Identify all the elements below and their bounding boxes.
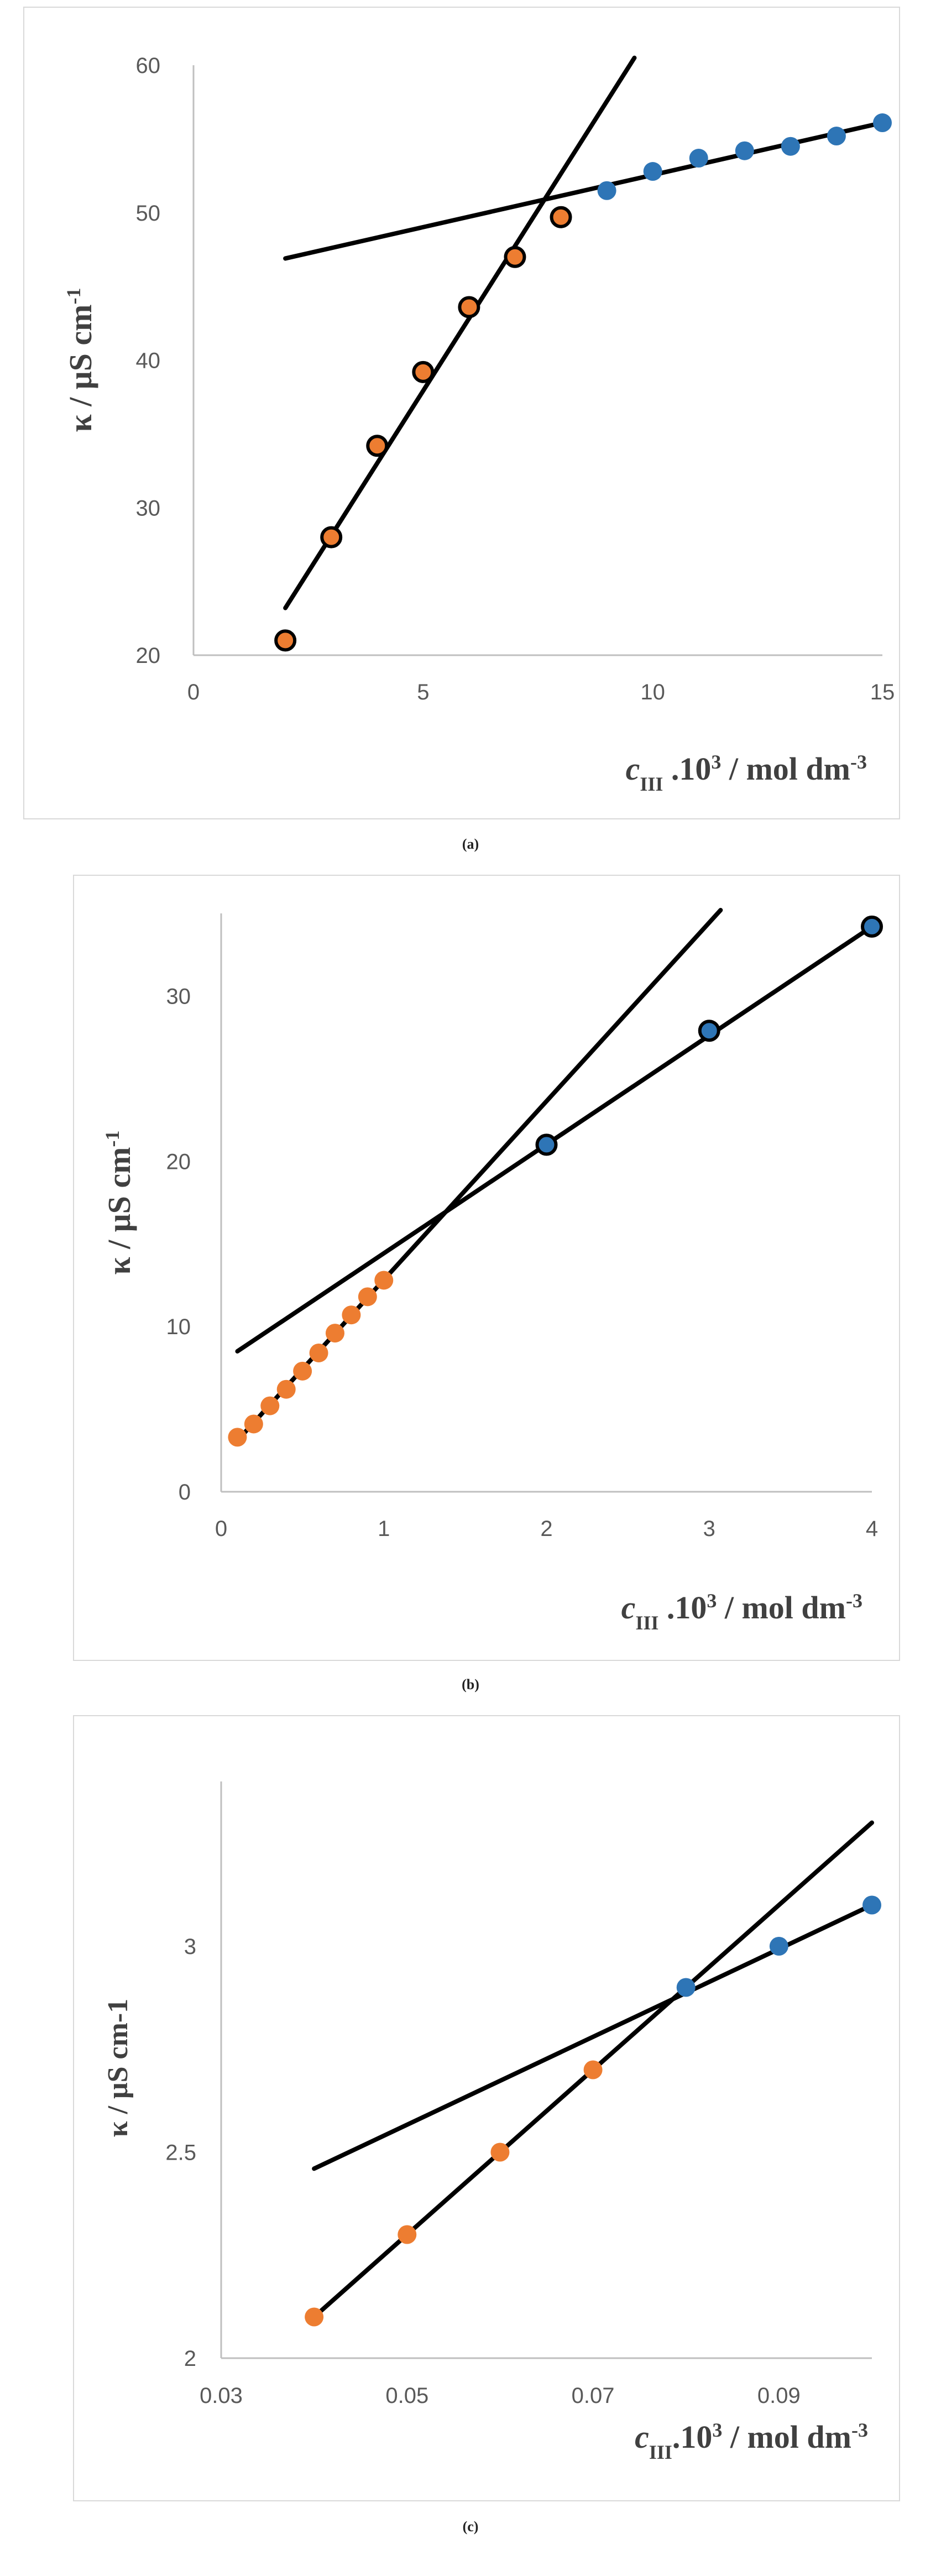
chart-a-series-1-point xyxy=(320,526,343,548)
chart-b-series-1-point xyxy=(244,1414,263,1434)
chart-b-x-tick-label: 1 xyxy=(378,1517,390,1541)
chart-c-y-tick-label: 3 xyxy=(184,1935,196,1959)
chart-a-x-tick-label: 0 xyxy=(187,680,200,704)
chart-c-series-1-point xyxy=(398,2225,417,2244)
chart-panel-b xyxy=(73,875,900,1661)
chart-a-series-1-point xyxy=(550,206,572,228)
chart-c-trendline xyxy=(312,1903,874,2171)
chart-panel-c xyxy=(73,1715,900,2501)
chart-a-y-tick-label: 20 xyxy=(136,644,161,668)
chart-c-series-2-point xyxy=(676,1978,696,1997)
chart-b-x-tick-label: 4 xyxy=(866,1517,878,1541)
chart-b-series-2-point xyxy=(861,915,883,938)
chart-a-y-tick-label: 30 xyxy=(136,496,161,520)
chart-b-x-axis-label: cIII .103 / mol dm-3 xyxy=(621,1590,862,1634)
chart-a-trendline xyxy=(283,55,637,610)
chart-a-series-2-point xyxy=(781,137,800,156)
chart-a-y-tick-label: 60 xyxy=(136,54,161,78)
chart-b-series-1-point xyxy=(325,1324,344,1343)
chart-b-series-1-point xyxy=(374,1271,394,1290)
chart-c-y-tick-label: 2.5 xyxy=(165,2141,196,2165)
chart-b-series-1-point xyxy=(228,1428,247,1447)
chart-b-series-2-point xyxy=(698,1020,720,1042)
chart-a-series-2-point xyxy=(597,181,616,200)
chart-a-series-2-point xyxy=(735,141,754,160)
chart-b-series-1-point xyxy=(276,1380,296,1399)
chart-c-x-tick-label: 0.07 xyxy=(572,2384,615,2408)
chart-c-x-tick-label: 0.05 xyxy=(385,2384,428,2408)
chart-b-y-tick-label: 10 xyxy=(166,1315,191,1339)
panel-caption-c: (c) xyxy=(462,2518,479,2535)
chart-b-x-tick-label: 3 xyxy=(703,1517,715,1541)
chart-a-y-tick-label: 40 xyxy=(136,349,161,373)
chart-c-y-tick-label: 2 xyxy=(184,2347,196,2371)
chart-a-x-tick-label: 5 xyxy=(417,680,429,704)
chart-b-x-tick-label: 0 xyxy=(215,1517,227,1541)
chart-a-x-tick-label: 15 xyxy=(870,680,895,704)
chart-c-x-tick-label: 0.03 xyxy=(200,2384,243,2408)
chart-b-y-tick-label: 20 xyxy=(166,1149,191,1174)
chart-b-series-1-point xyxy=(309,1343,328,1362)
chart-a-series-2-point xyxy=(643,162,662,181)
chart-a-y-tick-label: 50 xyxy=(136,201,161,226)
chart-c-series-2-point xyxy=(769,1937,788,1956)
chart-b-series-1-point xyxy=(358,1287,377,1307)
chart-c-x-axis-label: cIII.103 / mol dm-3 xyxy=(635,2419,868,2463)
chart-c-series-1-point xyxy=(490,2143,510,2162)
chart-b-x-tick-label: 2 xyxy=(540,1517,552,1541)
chart-a-series-1-point xyxy=(366,435,389,457)
chart-a-series-1-point xyxy=(274,629,297,652)
chart-a-x-tick-label: 10 xyxy=(640,680,665,704)
chart-c-series-2-point xyxy=(862,1895,881,1915)
chart-b-series-1-point xyxy=(342,1305,361,1325)
chart-a-y-axis-label: κ / μS cm-1 xyxy=(62,288,98,432)
chart-a-series-1-point xyxy=(458,296,480,318)
chart-c-y-axis-label: κ / μS cm-1 xyxy=(102,1999,134,2137)
chart-c-series-1-point xyxy=(583,2060,603,2079)
chart-a-x-axis-label: cIII .103 / mol dm-3 xyxy=(626,751,867,795)
chart-b-y-tick-label: 30 xyxy=(166,984,191,1009)
chart-a-series-2-point xyxy=(827,127,846,146)
chart-b-y-axis-label: κ / μS cm-1 xyxy=(101,1130,137,1274)
chart-b-series-1-point xyxy=(260,1396,280,1415)
panel-caption-b: (b) xyxy=(462,1676,479,1692)
chart-b-y-tick-label: 0 xyxy=(179,1480,191,1504)
chart-c-x-tick-label: 0.09 xyxy=(757,2384,801,2408)
chart-a-series-1-point xyxy=(504,245,526,268)
chart-a-series-2-point xyxy=(873,113,892,133)
chart-a-series-1-point xyxy=(412,360,435,383)
chart-panel-a xyxy=(23,7,900,819)
panel-caption-a: (a) xyxy=(462,836,479,852)
chart-a-series-2-point xyxy=(689,149,708,168)
chart-b-series-1-point xyxy=(293,1361,312,1381)
chart-b-series-2-point xyxy=(535,1133,558,1156)
chart-c-series-1-point xyxy=(305,2307,324,2327)
